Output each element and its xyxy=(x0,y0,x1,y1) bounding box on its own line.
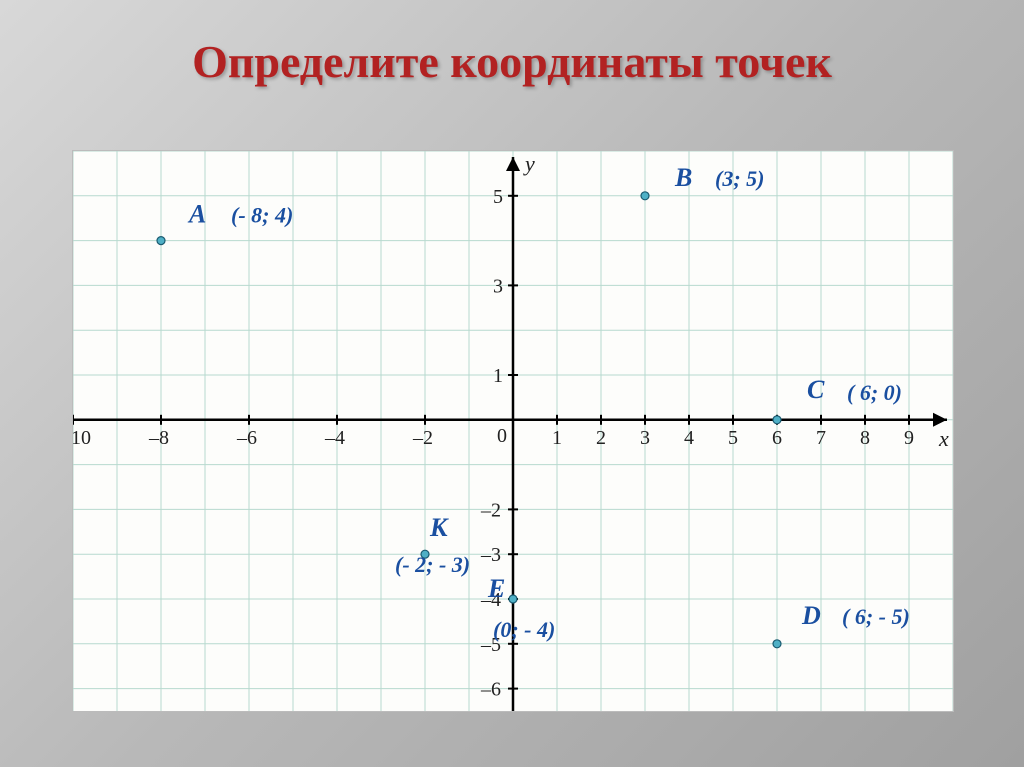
point-label-A: А xyxy=(187,200,206,229)
x-axis-label: x xyxy=(938,426,949,451)
point-coords-B: (3; 5) xyxy=(715,166,764,191)
slide: Определите координаты точек x y 0 –10 –8 –6 –4… xyxy=(0,0,1024,767)
x-tick-label: –4 xyxy=(324,427,345,449)
x-tick-label: –10 xyxy=(73,427,91,449)
point-coords-A: (- 8; 4) xyxy=(231,203,293,228)
point-coords-K: (- 2; - 3) xyxy=(395,552,470,577)
y-tick-label: 1 xyxy=(493,365,503,387)
point-label-B: В xyxy=(674,163,692,192)
point-E xyxy=(509,595,517,603)
y-tick-label: –3 xyxy=(480,544,501,566)
x-tick-label: 6 xyxy=(772,427,782,449)
plot-svg: xy0–10–8–6–4–2123456789531–2–3–4–5–6А(- … xyxy=(73,151,953,711)
page-title: Определите координаты точек xyxy=(0,0,1024,88)
x-tick-label: 5 xyxy=(728,427,738,449)
x-tick-label: 1 xyxy=(552,427,562,449)
x-tick-label: 3 xyxy=(640,427,650,449)
point-D xyxy=(773,640,781,648)
point-label-C: С xyxy=(807,375,825,404)
point-coords-C: ( 6; 0) xyxy=(847,380,902,405)
y-tick-label: 3 xyxy=(493,275,503,297)
x-tick-label: 9 xyxy=(904,427,914,449)
coordinate-plot: xy0–10–8–6–4–2123456789531–2–3–4–5–6А(- … xyxy=(72,150,954,712)
point-coords-D: ( 6; - 5) xyxy=(842,604,910,629)
y-tick-label: –6 xyxy=(480,679,501,701)
point-C xyxy=(773,416,781,424)
y-tick-label: –2 xyxy=(480,499,501,521)
y-axis-label: y xyxy=(523,151,535,176)
x-tick-label: 2 xyxy=(596,427,606,449)
x-tick-label: 7 xyxy=(816,427,826,449)
point-label-E: Е xyxy=(487,574,505,603)
point-label-D: D xyxy=(801,601,821,630)
point-label-K: К xyxy=(429,513,449,542)
x-tick-label: 4 xyxy=(684,427,694,449)
x-tick-label: 8 xyxy=(860,427,870,449)
x-tick-label: –2 xyxy=(412,427,433,449)
point-A xyxy=(157,237,165,245)
y-tick-label: 5 xyxy=(493,186,503,208)
origin-label: 0 xyxy=(497,425,507,447)
point-coords-E: (0; - 4) xyxy=(493,617,555,642)
x-tick-label: –8 xyxy=(148,427,169,449)
x-tick-label: –6 xyxy=(236,427,257,449)
point-B xyxy=(641,192,649,200)
